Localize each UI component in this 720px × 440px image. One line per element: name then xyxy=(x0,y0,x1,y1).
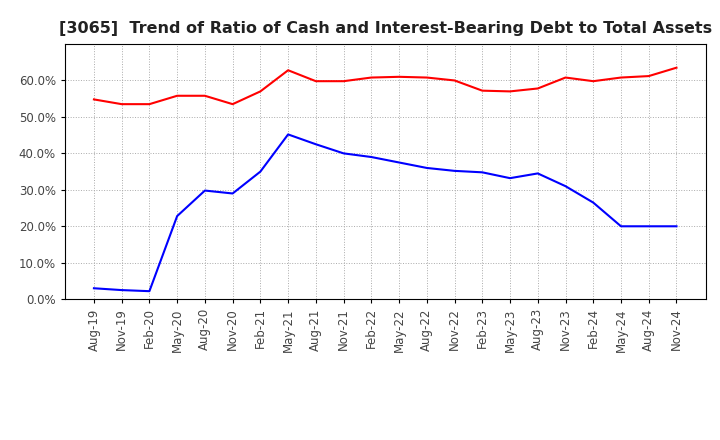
Line: Cash: Cash xyxy=(94,68,677,104)
Interest-Bearing Debt xyxy=(395,160,403,165)
Cash xyxy=(672,65,681,70)
Cash xyxy=(228,102,237,107)
Cash xyxy=(339,79,348,84)
Interest-Bearing Debt xyxy=(561,183,570,189)
Interest-Bearing Debt xyxy=(228,191,237,196)
Cash xyxy=(561,75,570,80)
Cash xyxy=(395,74,403,80)
Interest-Bearing Debt xyxy=(145,289,154,294)
Cash xyxy=(367,75,376,80)
Interest-Bearing Debt xyxy=(339,151,348,156)
Cash xyxy=(644,73,653,79)
Cash xyxy=(89,97,98,102)
Cash xyxy=(478,88,487,93)
Interest-Bearing Debt xyxy=(173,213,181,219)
Cash xyxy=(284,68,292,73)
Cash xyxy=(616,75,625,80)
Interest-Bearing Debt xyxy=(423,165,431,171)
Cash xyxy=(117,102,126,107)
Cash xyxy=(450,78,459,83)
Interest-Bearing Debt xyxy=(505,176,514,181)
Interest-Bearing Debt xyxy=(256,169,265,174)
Interest-Bearing Debt xyxy=(672,224,681,229)
Interest-Bearing Debt xyxy=(644,224,653,229)
Cash xyxy=(312,79,320,84)
Cash xyxy=(505,89,514,94)
Cash xyxy=(423,75,431,80)
Interest-Bearing Debt xyxy=(89,286,98,291)
Interest-Bearing Debt xyxy=(589,200,598,205)
Cash xyxy=(173,93,181,99)
Cash xyxy=(256,89,265,94)
Cash xyxy=(201,93,210,99)
Interest-Bearing Debt xyxy=(312,142,320,147)
Legend: Cash, Interest-Bearing Debt: Cash, Interest-Bearing Debt xyxy=(241,439,529,440)
Interest-Bearing Debt xyxy=(117,287,126,293)
Title: [3065]  Trend of Ratio of Cash and Interest-Bearing Debt to Total Assets: [3065] Trend of Ratio of Cash and Intere… xyxy=(58,21,712,36)
Interest-Bearing Debt xyxy=(201,188,210,193)
Line: Interest-Bearing Debt: Interest-Bearing Debt xyxy=(94,134,677,291)
Interest-Bearing Debt xyxy=(450,168,459,173)
Cash xyxy=(145,102,154,107)
Interest-Bearing Debt xyxy=(284,132,292,137)
Interest-Bearing Debt xyxy=(367,154,376,160)
Cash xyxy=(534,86,542,91)
Cash xyxy=(589,79,598,84)
Interest-Bearing Debt xyxy=(478,170,487,175)
Interest-Bearing Debt xyxy=(616,224,625,229)
Interest-Bearing Debt xyxy=(534,171,542,176)
